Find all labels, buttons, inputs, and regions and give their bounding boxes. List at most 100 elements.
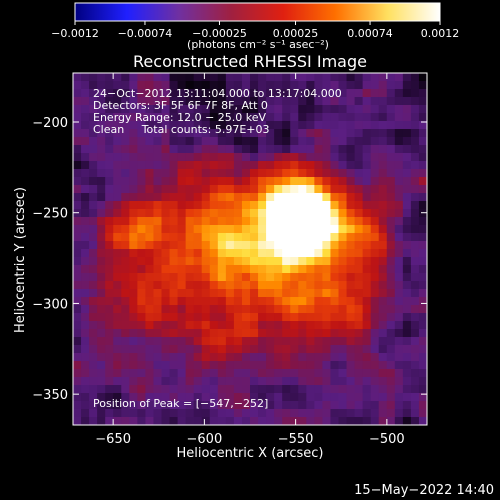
heatmap-cell xyxy=(250,113,259,122)
heatmap-cell xyxy=(145,153,155,162)
heatmap-cell xyxy=(394,265,404,274)
heatmap-cell xyxy=(105,289,114,298)
heatmap-cell xyxy=(169,209,179,218)
heatmap-cell xyxy=(113,369,122,378)
heatmap-cell xyxy=(225,321,235,330)
heatmap-cell xyxy=(330,137,340,146)
heatmap-cell xyxy=(338,81,348,90)
heatmap-cell xyxy=(346,201,356,210)
heatmap-cell xyxy=(306,121,315,130)
heatmap-cell xyxy=(209,105,219,114)
heatmap-cell xyxy=(338,297,348,306)
heatmap-cell xyxy=(129,273,138,282)
heatmap-cell xyxy=(105,409,114,418)
y-tick-label: −350 xyxy=(32,388,68,403)
heatmap-cell xyxy=(81,177,90,186)
heatmap-cell xyxy=(258,129,267,138)
heatmap-cell xyxy=(314,265,324,274)
heatmap-cell xyxy=(121,281,130,290)
heatmap-cell xyxy=(185,321,195,330)
heatmap-cell xyxy=(402,409,412,418)
x-axis-ticks: −650 −600 −550 −500 xyxy=(95,73,405,447)
heatmap-cell xyxy=(250,89,259,98)
heatmap-cell xyxy=(169,409,179,418)
heatmap-cell xyxy=(217,385,227,394)
heatmap-cell xyxy=(322,121,332,130)
heatmap-cell xyxy=(258,241,267,250)
heatmap-cell xyxy=(241,409,251,418)
heatmap-cell xyxy=(153,249,163,258)
heatmap-cell xyxy=(314,241,324,250)
heatmap-cell xyxy=(274,121,283,130)
heatmap-cell xyxy=(241,265,251,274)
heatmap-cell xyxy=(418,113,427,122)
heatmap-cell xyxy=(161,401,171,410)
heatmap-cell xyxy=(346,417,356,425)
heatmap-cell xyxy=(209,361,219,370)
heatmap-cell xyxy=(250,185,259,194)
plot-frame xyxy=(72,72,428,426)
heatmap-cell xyxy=(233,353,243,362)
heatmap-cell xyxy=(241,361,251,370)
heatmap-cell xyxy=(217,313,227,322)
heatmap-cell xyxy=(73,417,82,425)
heatmap-cell xyxy=(73,185,82,194)
heatmap-cell xyxy=(217,129,227,138)
heatmap-cell xyxy=(225,257,235,266)
heatmap-cell xyxy=(73,353,82,362)
heatmap-cell xyxy=(241,177,251,186)
heatmap-cell xyxy=(177,209,187,218)
heatmap-cell xyxy=(314,153,324,162)
heatmap-cell xyxy=(266,225,275,234)
heatmap-cell xyxy=(73,369,82,378)
heatmap-cell xyxy=(394,129,404,138)
heatmap-cell xyxy=(145,321,155,330)
heatmap-cell xyxy=(274,257,283,266)
heatmap-cell xyxy=(386,353,396,362)
heatmap-cell xyxy=(282,249,291,258)
heatmap-cell xyxy=(402,145,412,154)
heatmap-cell xyxy=(89,193,98,202)
heatmap-cell xyxy=(193,305,203,314)
heatmap-cell xyxy=(298,233,307,242)
heatmap-cell xyxy=(129,337,138,346)
heatmap-cell xyxy=(169,153,179,162)
heatmap-cell xyxy=(153,145,163,154)
heatmap-cell xyxy=(322,417,332,425)
heatmap-cell xyxy=(113,217,122,226)
heatmap-cell xyxy=(89,257,98,266)
heatmap-cell xyxy=(81,121,90,130)
heatmap-cell xyxy=(233,265,243,274)
heatmap-cell xyxy=(250,233,259,242)
heatmap-cell xyxy=(306,257,315,266)
heatmap-cell xyxy=(193,209,203,218)
heatmap-cell xyxy=(410,153,420,162)
heatmap-cell xyxy=(338,369,348,378)
heatmap-cell xyxy=(314,305,324,314)
heatmap-cell xyxy=(250,321,259,330)
heatmap-cell xyxy=(338,145,348,154)
heatmap-cell xyxy=(418,209,427,218)
heatmap-cell xyxy=(185,129,195,138)
heatmap-cell xyxy=(370,401,380,410)
heatmap-cell xyxy=(161,321,171,330)
heatmap-cell xyxy=(386,97,396,106)
heatmap-cell xyxy=(258,177,267,186)
heatmap-cell xyxy=(322,153,332,162)
heatmap-cell xyxy=(169,385,179,394)
heatmap-cell xyxy=(282,81,291,90)
heatmap-cell xyxy=(346,337,356,346)
heatmap-cell xyxy=(97,353,106,362)
heatmap-cell xyxy=(89,313,98,322)
heatmap-cell xyxy=(354,201,364,210)
heatmap-cell xyxy=(418,361,427,370)
heatmap-cell xyxy=(201,169,211,178)
heatmap-cell xyxy=(225,201,235,210)
heatmap-cell xyxy=(402,329,412,338)
heatmap-cell xyxy=(217,297,227,306)
heatmap-cell xyxy=(121,305,130,314)
heatmap-cell xyxy=(274,145,283,154)
heatmap-cell xyxy=(129,217,138,226)
heatmap-cell xyxy=(418,73,427,82)
heatmap-cell xyxy=(386,177,396,186)
